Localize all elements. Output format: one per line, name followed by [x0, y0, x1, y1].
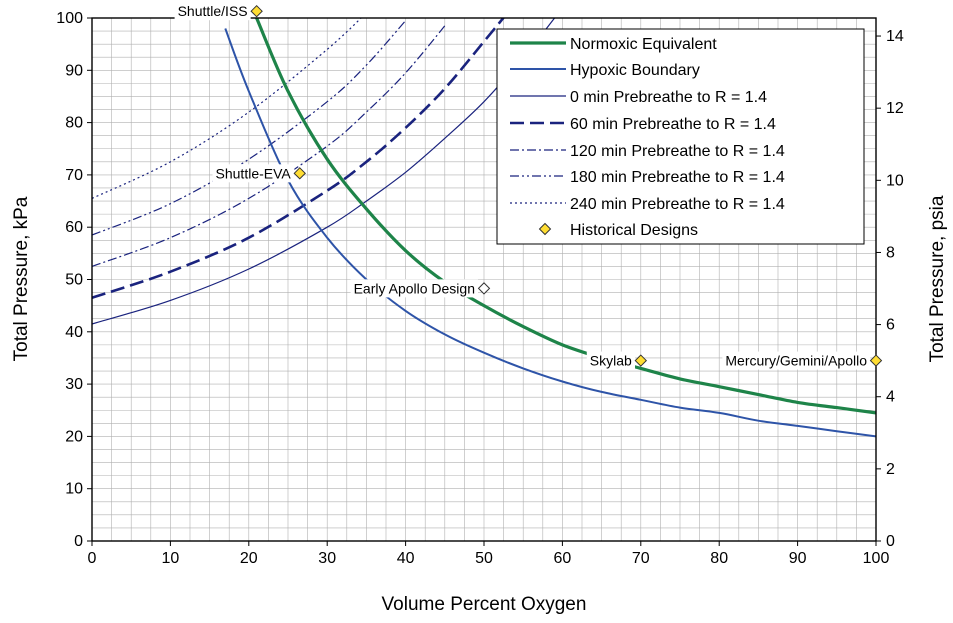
x-tick-label: 70 [632, 550, 650, 567]
historical-points: Shuttle/ISS Shuttle-EVA Early Apollo Desig… [174, 2, 883, 370]
legend-label: 0 min Prebreathe to R = 1.4 [570, 89, 767, 106]
y2-tick-label: 12 [886, 100, 904, 117]
historical-point-label-bg [722, 351, 871, 370]
legend: Normoxic Equivalent Hypoxic Boundary 0 min… [496, 28, 865, 245]
historical-point: Shuttle/ISS [174, 2, 263, 21]
legend-marker [538, 222, 552, 236]
x-tick-label: 90 [789, 550, 807, 567]
x-tick-label: 60 [554, 550, 572, 567]
historical-point-marker [869, 354, 883, 367]
x-tick-label: 100 [863, 550, 890, 567]
historical-point-marker [250, 4, 263, 18]
legend-label: 180 min Prebreathe to R = 1.4 [570, 169, 785, 186]
y2-tick-label: 6 [886, 317, 895, 334]
historical-point: Skylab [586, 351, 648, 370]
legend-label: Hypoxic Boundary [570, 62, 700, 79]
historical-point: Shuttle-EVA [212, 164, 306, 183]
y-tick-label: 30 [65, 376, 83, 393]
series-line-6 [92, 18, 362, 199]
y2-tick-label: 14 [886, 28, 904, 45]
series-line-0 [255, 18, 876, 415]
historical-point-label: Mercury/Gemini/Apollo [725, 353, 867, 369]
y-tick-label: 10 [65, 481, 83, 498]
y-tick-label: 0 [74, 533, 83, 550]
x-tick-label: 10 [162, 550, 180, 567]
y-tick-label: 50 [65, 272, 83, 289]
historical-point-label-bg [212, 164, 295, 183]
series-line-5 [92, 20, 407, 236]
y2-tick-label: 8 [886, 244, 895, 261]
y-tick-label: 80 [65, 115, 83, 132]
y2-tick-label: 4 [886, 389, 895, 406]
historical-point-label-bg [174, 2, 251, 21]
historical-point: Mercury/Gemini/Apollo [722, 351, 883, 370]
y-tick-label: 100 [56, 10, 83, 27]
series-line-1 [224, 28, 876, 438]
historical-point-label-bg [350, 279, 478, 298]
historical-point-label: Shuttle-EVA [216, 165, 292, 181]
historical-point-label: Skylab [590, 353, 632, 369]
y2-tick-label: 2 [886, 461, 895, 478]
y-tick-label: 60 [65, 219, 83, 236]
series-line-3 [92, 18, 505, 300]
x-tick-label: 80 [710, 550, 728, 567]
legend-label: Historical Designs [570, 222, 698, 239]
x-tick-label: 50 [475, 550, 493, 567]
historical-point-marker [293, 167, 306, 180]
legend-label: 60 min Prebreathe to R = 1.4 [570, 116, 776, 133]
y-axis-title: Total Pressure, kPa [11, 196, 32, 361]
x-axis-title: Volume Percent Oxygen [382, 594, 587, 615]
legend-label: 120 min Prebreathe to R = 1.4 [570, 143, 785, 160]
historical-point-marker [634, 354, 648, 367]
historical-point-label: Shuttle/ISS [178, 3, 248, 19]
x-tick-label: 40 [397, 550, 415, 567]
legend-box [496, 28, 865, 245]
historical-point-marker [477, 282, 491, 295]
axis-ticks: 0 10 20 30 40 50 60 70 80 90 100010203040506070809… [56, 10, 904, 567]
y2-axis-title: Total Pressure, psia [927, 195, 948, 362]
legend-label: 240 min Prebreathe to R = 1.4 [570, 196, 785, 213]
y-tick-label: 20 [65, 428, 83, 445]
historical-point: Early Apollo Design [350, 279, 491, 298]
grid [92, 18, 876, 541]
y-tick-label: 40 [65, 324, 83, 341]
x-tick-label: 20 [240, 550, 258, 567]
x-tick-label: 30 [318, 550, 336, 567]
y-tick-label: 90 [65, 62, 83, 79]
x-tick-label: 0 [88, 550, 97, 567]
historical-point-label-bg [586, 351, 636, 370]
legend-label: Normoxic Equivalent [570, 36, 717, 53]
y2-tick-label: 10 [886, 172, 904, 189]
y2-tick-label: 0 [886, 533, 895, 550]
y-tick-label: 70 [65, 167, 83, 184]
historical-point-label: Early Apollo Design [354, 280, 475, 296]
